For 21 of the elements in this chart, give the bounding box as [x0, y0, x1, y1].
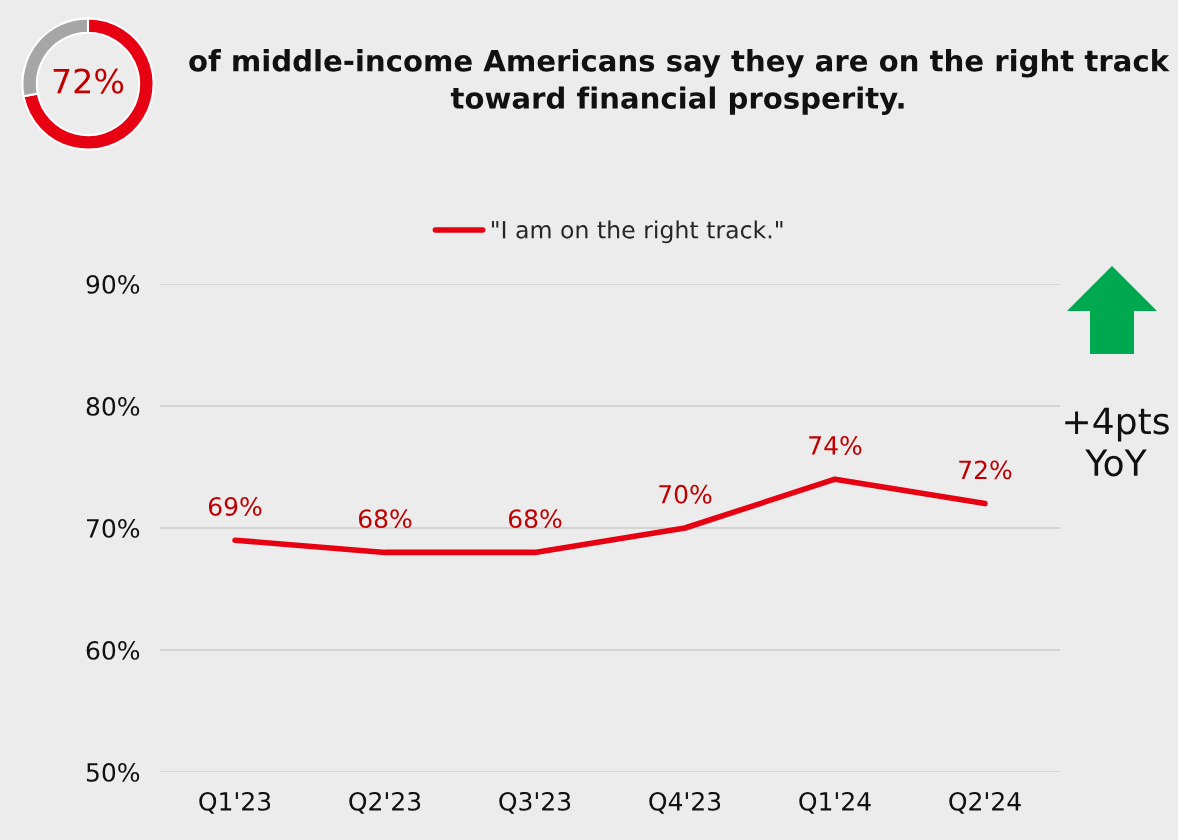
y-tick-label: 80%	[86, 396, 140, 416]
y-tick-label: 70%	[87, 518, 140, 538]
x-tick-label: Q1'23	[199, 791, 271, 814]
x-tick-label: Q4'23	[649, 791, 721, 814]
text: 74%	[809, 436, 862, 455]
x-tick-label: Q1'24	[799, 791, 871, 814]
text: 68%	[508, 509, 562, 529]
text: 72%	[53, 68, 124, 94]
text: +4pts YoY	[1065, 407, 1169, 477]
y-tick-label: 50%	[86, 762, 140, 782]
y-tick-label: 90%	[86, 274, 140, 294]
text: 68%	[358, 509, 412, 529]
text: 69%	[208, 497, 262, 516]
x-tick-label: Q2'23	[349, 791, 421, 814]
text: 70%	[659, 484, 712, 504]
x-tick-label: Q3'23	[499, 791, 571, 814]
y-tick-label: 60%	[86, 640, 140, 660]
legend-label: "I am on the right track."	[491, 220, 783, 244]
text: of middle-income Americans say they are on the right track toward financial prosperity.	[189, 49, 1170, 115]
text: 72%	[959, 460, 1012, 480]
x-tick-label: Q2'24	[949, 791, 1021, 814]
